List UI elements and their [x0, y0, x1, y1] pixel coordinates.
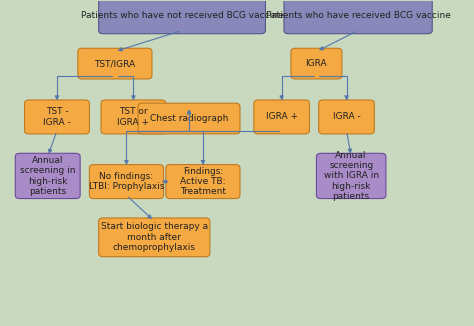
- Text: Chest radiograph: Chest radiograph: [150, 114, 228, 123]
- Text: No findings:
LTBI: Prophylaxis: No findings: LTBI: Prophylaxis: [89, 172, 164, 191]
- Text: Annual
screening in
high-risk
patients: Annual screening in high-risk patients: [20, 156, 75, 196]
- FancyBboxPatch shape: [166, 165, 240, 199]
- FancyBboxPatch shape: [25, 100, 90, 134]
- Text: Patients who have received BCG vaccine: Patients who have received BCG vaccine: [265, 11, 451, 21]
- FancyBboxPatch shape: [78, 48, 152, 79]
- Text: Patients who have not received BCG vaccine: Patients who have not received BCG vacci…: [81, 11, 283, 21]
- FancyBboxPatch shape: [101, 100, 166, 134]
- FancyBboxPatch shape: [138, 103, 240, 134]
- FancyBboxPatch shape: [317, 153, 386, 199]
- FancyBboxPatch shape: [319, 100, 374, 134]
- FancyBboxPatch shape: [254, 100, 310, 134]
- Text: IGRA -: IGRA -: [333, 112, 360, 122]
- FancyBboxPatch shape: [291, 48, 342, 79]
- Text: TST -
IGRA -: TST - IGRA -: [43, 107, 71, 126]
- FancyBboxPatch shape: [99, 218, 210, 257]
- Text: TST or
IGRA +: TST or IGRA +: [118, 107, 149, 126]
- Text: IGRA: IGRA: [306, 59, 327, 68]
- Text: Findings:
Active TB:
Treatment: Findings: Active TB: Treatment: [180, 167, 226, 197]
- Text: Start biologic therapy a
month after
chemoprophylaxis: Start biologic therapy a month after che…: [100, 222, 208, 252]
- Text: IGRA +: IGRA +: [265, 112, 298, 122]
- Text: TST/IGRA: TST/IGRA: [94, 59, 136, 68]
- FancyBboxPatch shape: [15, 153, 80, 199]
- Text: Annual
screening
with IGRA in
high-risk
patients: Annual screening with IGRA in high-risk …: [324, 151, 379, 201]
- FancyBboxPatch shape: [99, 0, 265, 34]
- FancyBboxPatch shape: [90, 165, 164, 199]
- FancyBboxPatch shape: [284, 0, 432, 34]
